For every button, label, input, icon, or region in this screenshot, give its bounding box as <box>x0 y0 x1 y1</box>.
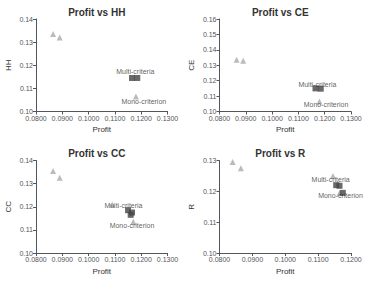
svg-text:Multi-criteria: Multi-criteria <box>104 202 142 209</box>
svg-text:0.10: 0.10 <box>202 249 217 257</box>
svg-text:0.13: 0.13 <box>203 157 217 164</box>
svg-text:0.13: 0.13 <box>19 39 33 46</box>
svg-text:0.0800: 0.0800 <box>25 256 47 263</box>
svg-text:0.12: 0.12 <box>19 203 33 210</box>
svg-text:0.12: 0.12 <box>19 62 33 69</box>
svg-text:Profit: Profit <box>92 125 111 134</box>
svg-text:0.10: 0.10 <box>19 108 33 115</box>
svg-text:Profit vs R: Profit vs R <box>255 148 306 159</box>
svg-text:Mono-criterion: Mono-criterion <box>121 98 166 105</box>
svg-text:Mono-criterion: Mono-criterion <box>318 192 363 199</box>
svg-text:Profit: Profit <box>276 267 295 276</box>
svg-text:Profit: Profit <box>276 125 295 134</box>
svg-text:0.0900: 0.0900 <box>242 256 264 263</box>
svg-text:0.0900: 0.0900 <box>52 256 74 263</box>
svg-text:0.0900: 0.0900 <box>235 115 257 122</box>
svg-text:0.1100: 0.1100 <box>308 256 329 263</box>
svg-text:0.10: 0.10 <box>202 108 217 115</box>
svg-text:0.15: 0.15 <box>203 31 217 38</box>
svg-text:0.0800: 0.0800 <box>25 115 47 122</box>
svg-text:0.1100: 0.1100 <box>288 115 309 122</box>
svg-text:0.1200: 0.1200 <box>130 256 152 263</box>
svg-text:0.1300: 0.1300 <box>340 115 362 122</box>
svg-text:0.1300: 0.1300 <box>157 256 179 263</box>
svg-text:0.12: 0.12 <box>203 77 217 84</box>
svg-text:Multi-criteria: Multi-criteria <box>116 68 154 75</box>
svg-text:0.13: 0.13 <box>203 62 217 69</box>
svg-text:HH: HH <box>4 59 13 71</box>
svg-text:0.14: 0.14 <box>203 46 217 53</box>
svg-text:Profit: Profit <box>92 267 111 276</box>
svg-text:0.1000: 0.1000 <box>261 115 283 122</box>
svg-text:0.11: 0.11 <box>203 93 216 100</box>
svg-text:0.12: 0.12 <box>203 188 217 195</box>
svg-text:Mono-criterion: Mono-criterion <box>304 101 349 108</box>
svg-text:Profit vs CC: Profit vs CC <box>68 148 125 159</box>
svg-text:0.14: 0.14 <box>19 157 33 164</box>
svg-text:0.0900: 0.0900 <box>52 115 74 122</box>
svg-text:Mono-criterion: Mono-criterion <box>110 222 155 229</box>
svg-text:0.1000: 0.1000 <box>275 256 297 263</box>
svg-text:CE: CE <box>187 60 196 71</box>
svg-text:0.11: 0.11 <box>20 85 33 92</box>
svg-text:0.0800: 0.0800 <box>209 256 231 263</box>
svg-text:0.0800: 0.0800 <box>209 115 231 122</box>
svg-text:0.10: 0.10 <box>19 249 33 257</box>
svg-text:0.1000: 0.1000 <box>78 256 100 263</box>
svg-text:0.1100: 0.1100 <box>104 115 125 122</box>
svg-text:CC: CC <box>4 201 13 213</box>
svg-text:0.11: 0.11 <box>203 219 216 226</box>
svg-text:0.11: 0.11 <box>20 226 33 233</box>
svg-text:0.1300: 0.1300 <box>157 115 179 122</box>
svg-text:0.1100: 0.1100 <box>104 256 125 263</box>
svg-text:0.1000: 0.1000 <box>78 115 100 122</box>
svg-text:0.16: 0.16 <box>203 16 217 23</box>
svg-text:0.13: 0.13 <box>19 180 33 187</box>
svg-text:Multi-criteria: Multi-criteria <box>298 81 336 88</box>
svg-text:0.14: 0.14 <box>19 16 33 23</box>
svg-text:0.1200: 0.1200 <box>314 115 336 122</box>
svg-text:Profit vs HH: Profit vs HH <box>68 7 125 18</box>
svg-text:0.1200: 0.1200 <box>340 256 362 263</box>
svg-text:Multi-criteria: Multi-criteria <box>312 176 350 183</box>
svg-text:0.1200: 0.1200 <box>130 115 152 122</box>
svg-text:R: R <box>187 204 196 210</box>
svg-text:Profit vs CE: Profit vs CE <box>252 7 309 18</box>
